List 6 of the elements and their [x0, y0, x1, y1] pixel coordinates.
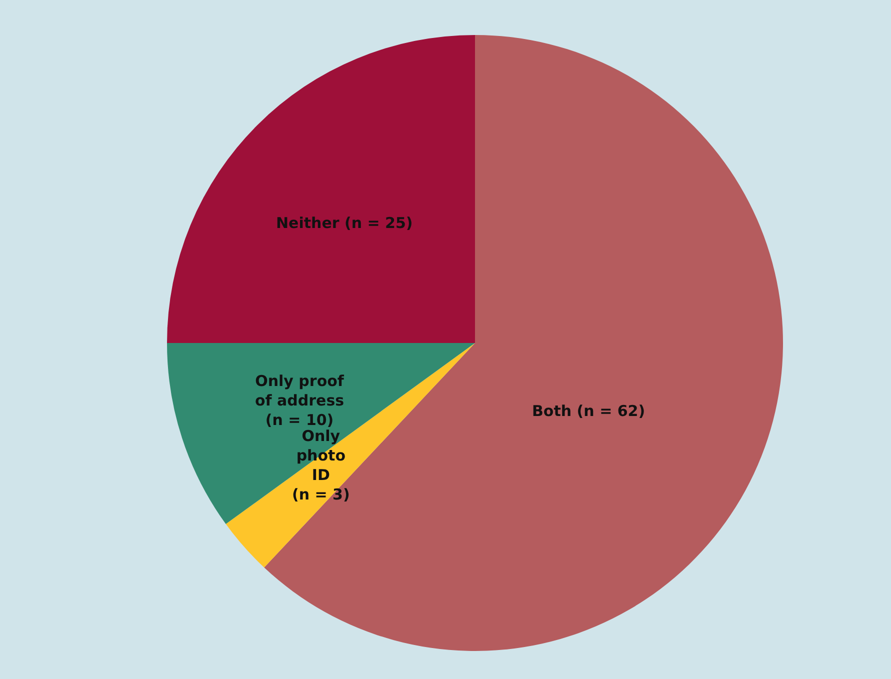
pie-slice	[167, 343, 475, 524]
pie-slice	[167, 35, 475, 343]
pie-slice	[226, 343, 475, 568]
slice-label: Both (n = 62)	[532, 402, 646, 420]
slice-label: Neither (n = 25)	[276, 214, 413, 232]
slice-label: Only proof of address (n = 10)	[255, 372, 344, 429]
